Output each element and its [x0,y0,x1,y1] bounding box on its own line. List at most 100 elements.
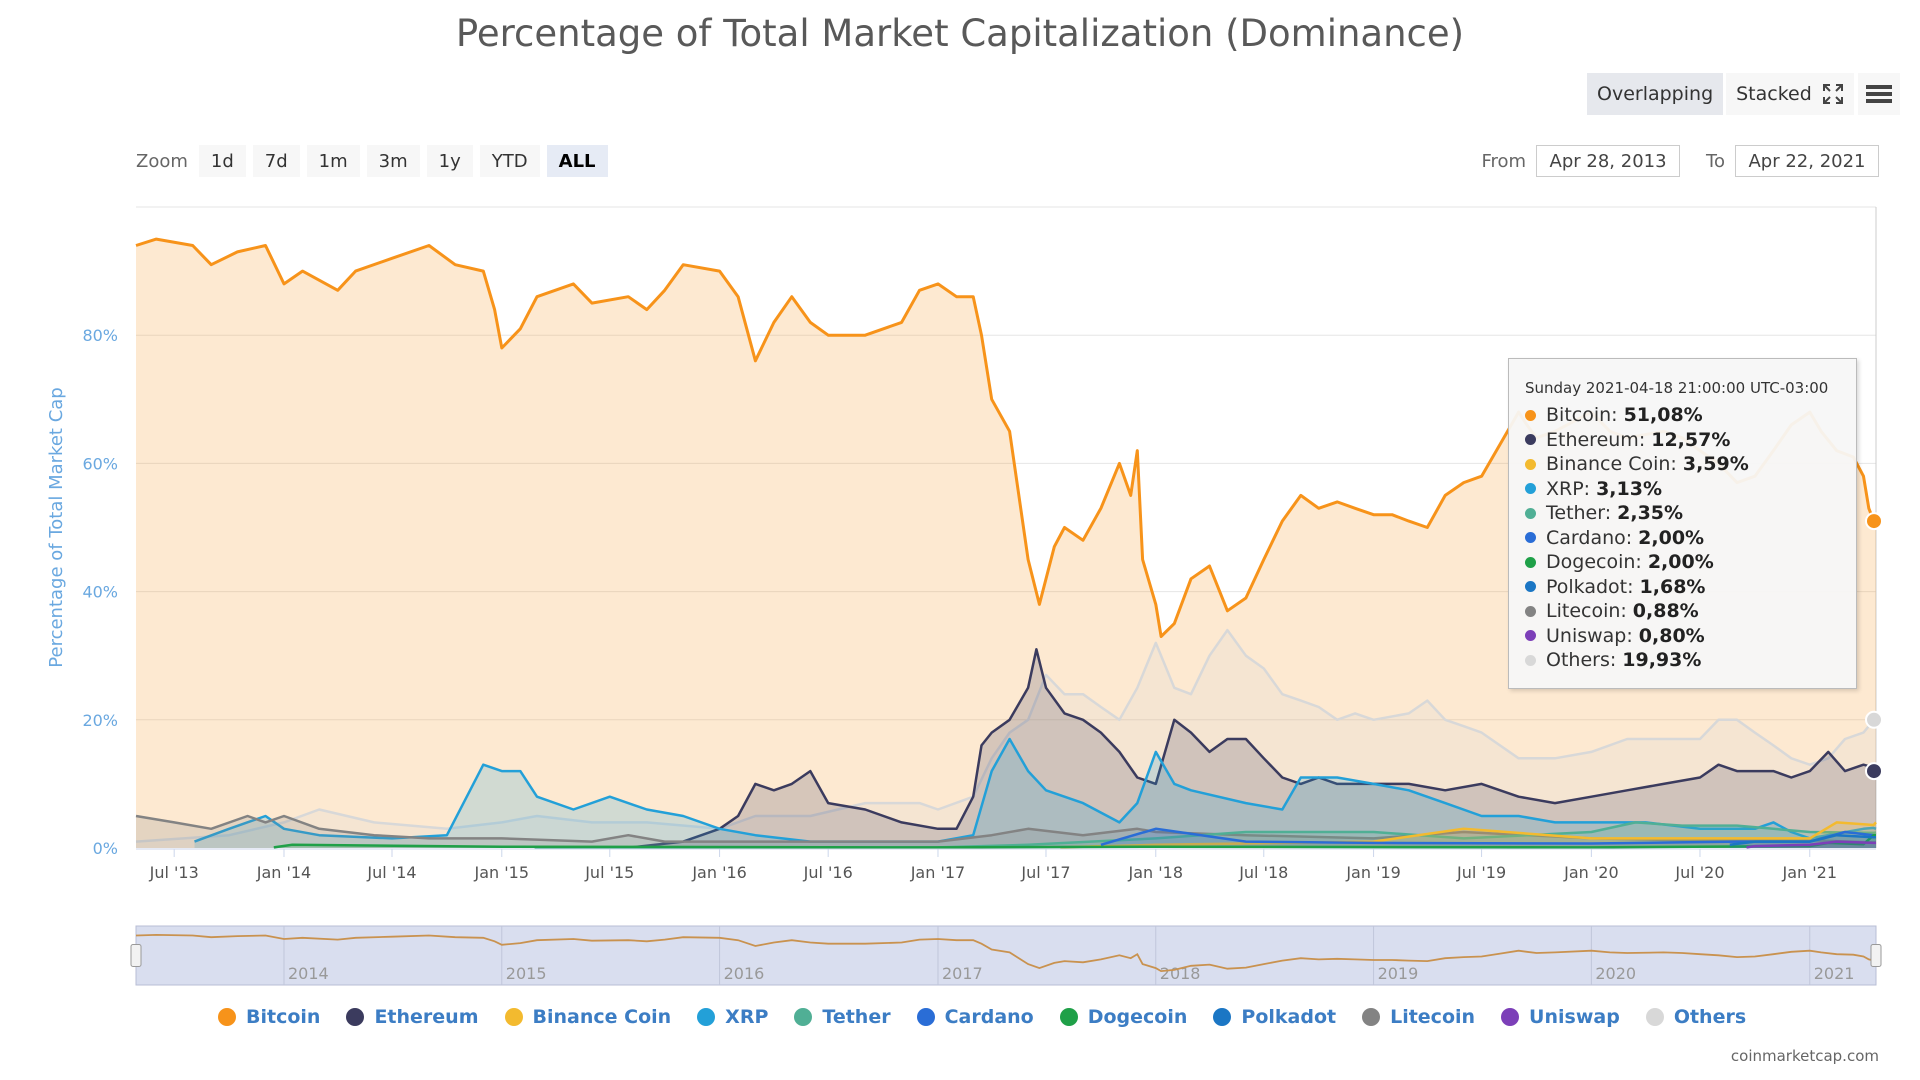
navigator-tick-label: 2016 [724,964,765,983]
zoom-1y-button[interactable]: 1y [426,145,473,177]
overlapping-button[interactable]: Overlapping [1587,73,1724,115]
area-litecoin [136,816,1876,848]
tooltip-series-value: 1,68% [1639,575,1706,598]
legend-label: XRP [725,1006,769,1028]
tooltip-series-value: 3,13% [1596,477,1662,500]
legend-label: Dogecoin [1087,1006,1188,1028]
from-label: From [1481,150,1527,172]
legend-dot-icon [697,1008,716,1026]
tooltip-row: Ethereum: 12,57% [1525,428,1840,453]
tooltip-row: Bitcoin: 51,08% [1525,403,1840,428]
navigator-tick-label: 2021 [1814,964,1855,983]
legend-item-uniswap[interactable]: Uniswap [1501,1006,1620,1028]
x-tick-label: Jan '20 [1563,863,1619,882]
legend-item-cardano[interactable]: Cardano [916,1006,1034,1028]
legend-label: Cardano [944,1006,1034,1028]
zoom-label: Zoom [136,150,188,172]
legend-item-polkadot[interactable]: Polkadot [1213,1006,1336,1028]
legend-label: Binance Coin [532,1006,672,1028]
navigator-right-handle[interactable] [1870,944,1882,967]
x-tick-label: Jan '17 [910,863,966,882]
legend-item-binance-coin[interactable]: Binance Coin [504,1006,672,1028]
y-tick-label: 20% [82,711,118,730]
stacked-button[interactable]: Stacked [1726,73,1822,115]
tooltip-dot-icon [1525,458,1536,470]
zoom-3m-button[interactable]: 3m [366,145,420,177]
legend-item-xrp[interactable]: XRP [697,1006,768,1028]
series-litecoin [135,814,1877,848]
zoom-ytd-button[interactable]: YTD [479,145,540,177]
legend-dot-icon [1059,1008,1078,1026]
legend-dot-icon [916,1008,935,1026]
zoom-1m-button[interactable]: 1m [306,145,360,177]
tooltip-dot-icon [1525,434,1536,446]
to-date-input[interactable]: Apr 22, 2021 [1735,145,1879,177]
x-tick-label: Jan '19 [1345,863,1401,882]
legend-dot-icon [218,1008,236,1026]
series-xrp [194,737,1877,848]
line-binance-coin [1060,821,1877,849]
menu-icon[interactable] [1858,73,1900,115]
legend: Bitcoin Ethereum Binance Coin XRP Tether Card… [218,1006,1772,1028]
tooltip-series-value: 2,00% [1647,551,1714,574]
tooltip-row: Polkadot: 1,68% [1525,575,1840,600]
tooltip-series-name: Ethereum: [1546,428,1646,451]
tooltip-series-name: Uniswap: [1546,624,1633,647]
line-ethereum [631,648,1878,849]
line-tether [534,821,1877,850]
tooltip-row: Uniswap: 0,80% [1525,624,1840,649]
x-tick-label: Jul '15 [584,863,634,882]
navigator-tick-label: 2019 [1378,964,1419,983]
y-tick-label: 60% [82,454,118,473]
navigator: 2014 2015 2016 2017 2018 2019 2020 2021 [130,925,1882,986]
tooltip: Sunday 2021-04-18 21:00:00 UTC-03:00 Bit… [1508,358,1857,689]
x-tick-label: Jul '13 [149,863,199,882]
line-litecoin [135,814,1877,844]
navigator-tick-label: 2017 [942,964,983,983]
line-cardano [1100,827,1876,847]
tooltip-series-value: 2,00% [1638,526,1705,549]
legend-dot-icon [794,1008,813,1026]
x-tick-label: Jan '18 [1128,863,1184,882]
line-uniswap [1746,840,1876,849]
legend-item-bitcoin[interactable]: Bitcoin [218,1006,320,1028]
line-xrp [194,737,1877,843]
zoom-7d-button[interactable]: 7d [252,145,300,177]
tooltip-dot-icon [1525,532,1536,544]
tooltip-row: Litecoin: 0,88% [1525,599,1840,624]
series-ethereum [631,648,1878,849]
tooltip-series-value: 2,35% [1617,502,1684,525]
tooltip-row: XRP: 3,13% [1525,477,1840,502]
area-xrp [194,739,1876,848]
tooltip-dot-icon [1525,630,1536,642]
tooltip-series-value: 0,88% [1632,600,1699,623]
zoom-1d-button[interactable]: 1d [198,145,246,177]
credit-link[interactable]: coinmarketcap.com [1730,1047,1879,1065]
tooltip-dot-icon [1525,605,1536,617]
legend-item-dogecoin[interactable]: Dogecoin [1059,1006,1188,1028]
x-tick-label: Jul '16 [803,863,853,882]
tooltip-series-value: 3,59% [1682,453,1749,476]
legend-item-litecoin[interactable]: Litecoin [1362,1006,1475,1028]
navigator-left-handle[interactable] [130,944,142,967]
legend-label: Tether [822,1006,891,1028]
legend-item-ethereum[interactable]: Ethereum [346,1006,479,1028]
tooltip-series-name: Bitcoin: [1546,404,1618,427]
from-date-input[interactable]: Apr 28, 2013 [1536,145,1681,177]
fullscreen-icon[interactable] [1812,73,1854,115]
tooltip-dot-icon [1525,507,1536,519]
legend-item-others[interactable]: Others [1645,1006,1747,1028]
navigator-tick-label: 2020 [1595,964,1636,983]
tooltip-series-value: 0,80% [1638,624,1705,647]
tooltip-dot-icon [1525,556,1536,568]
legend-dot-icon [346,1008,365,1026]
x-tick-label: Jul '18 [1238,863,1288,882]
legend-item-tether[interactable]: Tether [794,1006,891,1028]
dominance-chart[interactable]: 0% 20% 40% 60% 80% Percentage of Total Market… [0,0,1920,1000]
x-tick-label: Jan '14 [256,863,312,882]
zoom-all-button[interactable]: ALL [546,145,608,177]
legend-label: Others [1673,1006,1747,1028]
tooltip-dot-icon [1525,654,1536,666]
hover-marker-bitcoin [1865,512,1883,531]
tooltip-row: Dogecoin: 2,00% [1525,550,1840,575]
